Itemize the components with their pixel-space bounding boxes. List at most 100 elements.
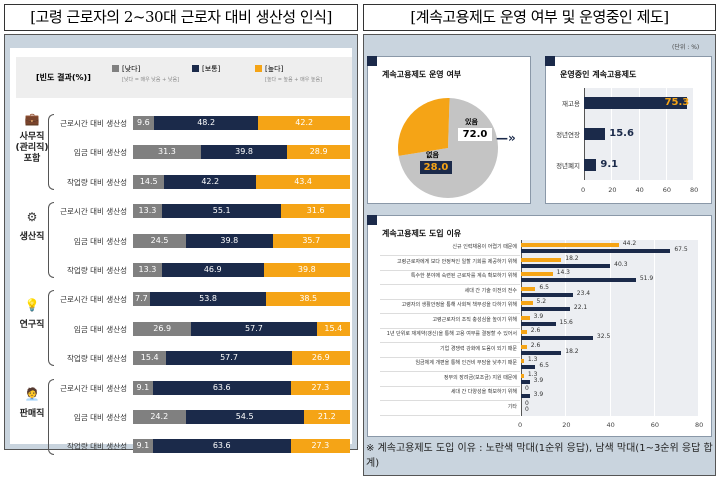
- axis-line: [521, 240, 522, 416]
- row-divider: [380, 255, 520, 256]
- category-label: 특수한 분야에 숙련된 근로자를 계속 확보하기 위해: [410, 273, 517, 279]
- tick-label: 80: [695, 421, 704, 429]
- bar: [521, 307, 570, 311]
- group-bracket: [48, 202, 54, 279]
- card-tab: [367, 215, 377, 225]
- bar-segment: 53.8: [149, 292, 267, 307]
- row-divider: [380, 298, 520, 300]
- bar-segment: 55.1: [161, 204, 282, 219]
- bar: [521, 315, 530, 320]
- bar-segment: 9.1: [133, 380, 153, 395]
- pie-chart: [398, 98, 498, 198]
- group-label: 연구직: [19, 320, 45, 331]
- bar-segment: 7.7: [133, 292, 150, 307]
- bar-value: 18.2: [565, 254, 579, 262]
- row-divider: [380, 371, 520, 372]
- row-label: 임금 대비 생산성: [73, 413, 127, 422]
- bar-value: 15.6: [559, 318, 573, 326]
- legend-label-high: [높다]: [265, 65, 284, 73]
- row-divider: [380, 414, 520, 416]
- tick-label: 40: [635, 186, 644, 194]
- bar-value: 22.1: [573, 304, 588, 311]
- category-label: 정년연장: [556, 131, 580, 139]
- card-tab: [367, 56, 377, 66]
- salesperson-icon: 🧑‍💼: [24, 386, 40, 401]
- bar-segment: 39.8: [186, 233, 273, 248]
- bar-segment: 38.5: [266, 292, 350, 307]
- system-bar-title: 운영중인 계속고용제도: [560, 70, 637, 79]
- bar: [521, 257, 562, 262]
- arrow-icon: —»: [496, 131, 516, 145]
- group-label: 판매직: [19, 408, 45, 419]
- bar: [521, 359, 524, 363]
- bar-value: 3.9: [533, 376, 544, 384]
- bar-value: 40.3: [614, 260, 628, 268]
- bar-value: 1.3: [527, 370, 538, 378]
- category-label: 세대 간 다양성을 확보하기 위해: [450, 389, 517, 395]
- bar: [521, 321, 556, 326]
- bar: [521, 278, 636, 282]
- bar-value: 23.4: [576, 289, 591, 297]
- legend-label-mid: [보통]: [202, 65, 221, 73]
- bar-segment: 15.4: [316, 321, 350, 336]
- row-label: 작업량 대비 생산성: [67, 354, 127, 364]
- right-title: [계속고용제도 운영 여부 및 운영중인 제도]: [363, 4, 716, 31]
- bar-value: 2.6: [530, 327, 541, 334]
- category-label: 정년폐지: [556, 162, 580, 170]
- briefcase-icon: 💼: [24, 112, 40, 126]
- bar-segment: 28.9: [287, 145, 350, 160]
- group-bracket: [48, 114, 54, 190]
- pie-value-yes: 72.0: [458, 128, 492, 141]
- bar: [584, 159, 597, 171]
- row-divider: [380, 356, 520, 358]
- legend-swatch-high: [255, 65, 262, 72]
- tick-label: 40: [606, 421, 615, 429]
- bar-segment: 57.7: [166, 351, 292, 366]
- bar-segment: 46.9: [161, 263, 264, 277]
- bar: [521, 336, 593, 340]
- category-label: 재고용: [562, 100, 580, 108]
- legend-heading: [빈도 결과(%)]: [36, 73, 91, 82]
- row-label: 근로시간 대비 생산성: [60, 207, 127, 217]
- gridline: [653, 240, 655, 416]
- bar-segment: 24.2: [133, 410, 186, 424]
- bar-value: 18.2: [565, 347, 579, 355]
- group-label: 사무직 (관리직) 포함: [15, 132, 49, 164]
- tick-label: 60: [662, 186, 672, 194]
- bar-value: 75.3: [664, 97, 690, 108]
- unit-label: (단위 : %): [672, 44, 700, 51]
- card-tab: [545, 56, 555, 66]
- tick-label: 80: [690, 186, 699, 194]
- category-label: 임금체계 개편을 통해 인건비 부담을 낮추기 때문: [415, 360, 517, 366]
- bar-value: 3.9: [533, 391, 544, 398]
- bar-segment: 26.9: [291, 351, 350, 366]
- pie-slice: [398, 98, 450, 156]
- bar-value: 9.1: [600, 159, 619, 170]
- bar: [584, 97, 687, 109]
- row-label: 근로시간 대비 생산성: [60, 119, 127, 128]
- row-label: 임금 대비 생산성: [73, 148, 127, 158]
- category-label: 고령근로자의 조직 충성심을 높이기 위해: [432, 316, 517, 323]
- row-label: 작업량 대비 생산성: [67, 442, 127, 452]
- pie-label-yes: 있음: [465, 118, 478, 126]
- category-label: 신규 인력채용이 어렵기 때문에: [452, 244, 517, 250]
- row-divider: [380, 327, 520, 329]
- gridline: [609, 240, 611, 416]
- row-label: 작업량 대비 생산성: [67, 177, 127, 187]
- bar: [521, 292, 573, 297]
- bar-segment: 42.2: [164, 174, 257, 189]
- row-label: 임금 대비 생산성: [73, 236, 127, 246]
- bar-value: 2.6: [530, 341, 541, 349]
- tick-label: 0: [581, 186, 586, 194]
- row-label: 임금 대비 생산성: [73, 324, 127, 334]
- bar-value: 32.5: [596, 333, 611, 340]
- bar: [521, 373, 524, 378]
- category-label: 기타: [507, 403, 517, 410]
- bar-segment: 39.8: [263, 263, 350, 277]
- reasons-title: 계속고용제도 도입 이유: [382, 229, 462, 238]
- category-label: 기업 경쟁력 강화에 도움이 되기 때문: [440, 345, 517, 352]
- bar-value: 44.2: [622, 240, 637, 247]
- bar-segment: 43.4: [256, 174, 351, 189]
- lightbulb-icon: 💡: [24, 298, 40, 313]
- category-label: 세대 간 기술 이전의 전수: [464, 287, 517, 294]
